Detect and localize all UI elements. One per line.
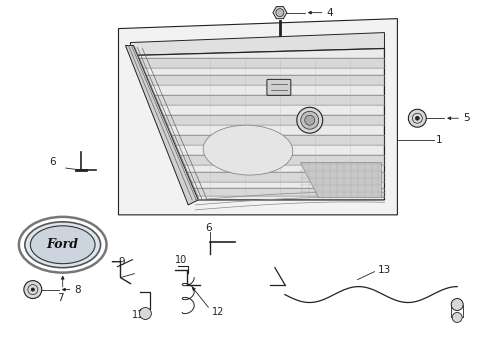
Polygon shape: [273, 6, 287, 19]
Polygon shape: [132, 58, 385, 68]
Ellipse shape: [19, 217, 106, 273]
Polygon shape: [139, 75, 385, 85]
Text: Ford: Ford: [47, 238, 79, 251]
Polygon shape: [175, 155, 385, 165]
Circle shape: [416, 116, 419, 120]
Polygon shape: [119, 19, 397, 215]
Polygon shape: [130, 32, 385, 55]
Polygon shape: [183, 172, 385, 182]
Polygon shape: [148, 95, 385, 105]
Polygon shape: [166, 135, 385, 145]
Text: 3: 3: [324, 84, 330, 93]
Text: 1: 1: [436, 135, 443, 145]
Polygon shape: [125, 45, 198, 205]
Circle shape: [140, 307, 151, 319]
Polygon shape: [157, 115, 385, 125]
Text: 6: 6: [49, 157, 55, 167]
Text: 9: 9: [119, 257, 125, 267]
Text: 5: 5: [463, 113, 470, 123]
Ellipse shape: [30, 226, 95, 264]
Circle shape: [451, 298, 463, 310]
FancyBboxPatch shape: [267, 80, 291, 95]
Circle shape: [24, 280, 42, 298]
Text: 8: 8: [74, 284, 81, 294]
Text: 4: 4: [327, 8, 333, 18]
Text: 6: 6: [205, 223, 212, 233]
Text: 11: 11: [132, 310, 145, 320]
Text: 10: 10: [175, 255, 188, 265]
Polygon shape: [130, 49, 385, 200]
Polygon shape: [300, 162, 382, 197]
Text: 12: 12: [212, 307, 224, 318]
Circle shape: [452, 312, 462, 323]
Ellipse shape: [203, 125, 293, 175]
Text: 2: 2: [347, 110, 354, 120]
Polygon shape: [190, 188, 385, 196]
Circle shape: [301, 111, 318, 129]
Ellipse shape: [25, 222, 100, 268]
Circle shape: [305, 115, 315, 125]
Text: 7: 7: [57, 293, 63, 302]
Circle shape: [31, 288, 35, 292]
Circle shape: [408, 109, 426, 127]
Text: 13: 13: [377, 265, 391, 275]
Circle shape: [297, 107, 323, 133]
Circle shape: [276, 9, 284, 17]
